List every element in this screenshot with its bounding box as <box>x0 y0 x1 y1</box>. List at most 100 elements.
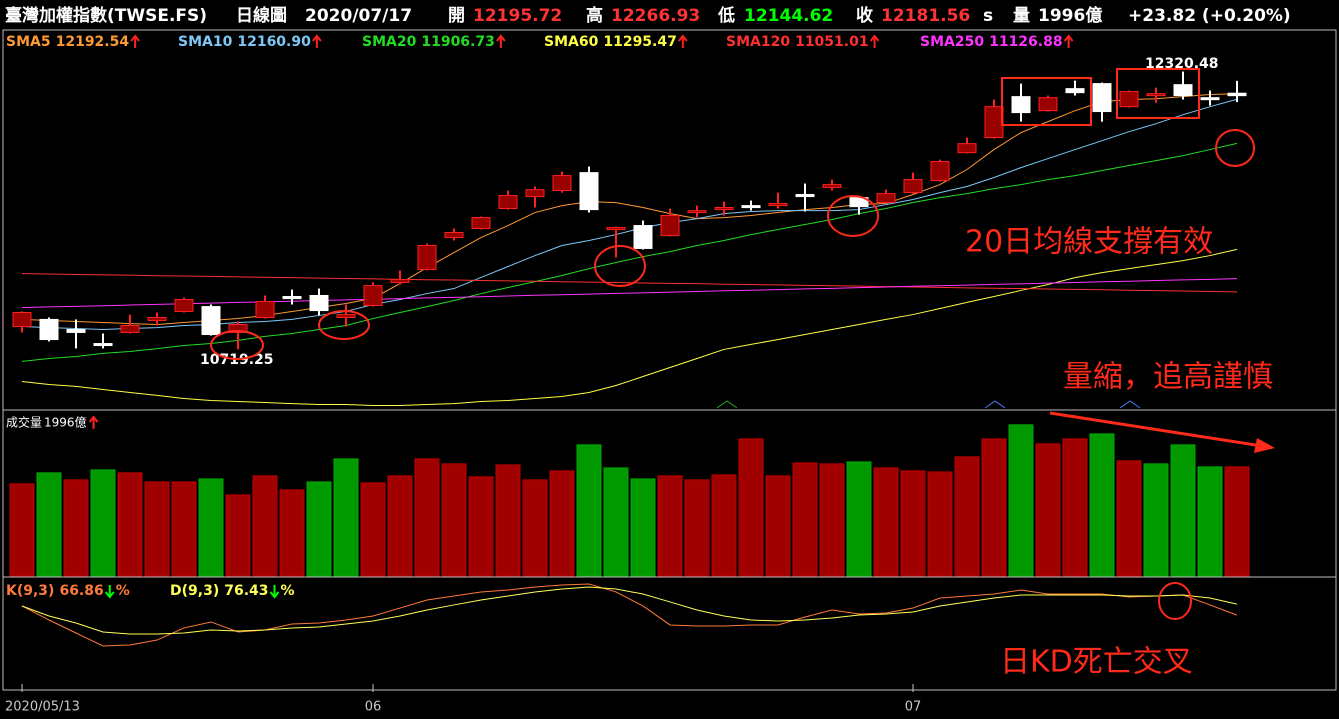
candle-body <box>174 298 194 312</box>
highlight-circle <box>827 195 879 237</box>
volume-bar <box>954 456 980 577</box>
candle-body <box>1173 84 1193 97</box>
candle-body <box>363 285 383 307</box>
trend-arrow <box>1049 411 1263 448</box>
candle-body <box>714 207 734 211</box>
up-arrow <box>496 34 506 48</box>
panel-value: 1996億 <box>44 416 87 430</box>
volume-bar <box>522 479 548 577</box>
up-arrow <box>88 415 99 429</box>
annotation: 量縮，追高謹慎 <box>1063 360 1273 395</box>
volume-bar <box>279 489 305 577</box>
candle-body <box>1227 92 1247 97</box>
up-arrow <box>1063 34 1074 48</box>
marker <box>984 400 1006 409</box>
volume-bar <box>873 467 899 577</box>
candle-body <box>1038 97 1058 112</box>
volume-bar <box>63 479 89 577</box>
candle-body <box>930 161 950 182</box>
legend-value: 11295.47 <box>603 34 677 50</box>
highlight-circle <box>1215 129 1255 167</box>
moving-average-line <box>21 248 1238 406</box>
volume-bar <box>549 470 575 577</box>
legend-name: SMA5 <box>6 34 51 50</box>
candle-body <box>660 214 680 237</box>
indicator-line <box>21 583 1238 647</box>
highlight-box <box>1116 68 1200 119</box>
moving-average-line <box>21 273 1238 293</box>
candle-body <box>1200 97 1220 101</box>
volume-bar <box>819 463 845 577</box>
volume-bar <box>981 438 1007 577</box>
volume-bar <box>1089 433 1115 577</box>
up-arrow <box>678 34 688 48</box>
volume-bar <box>657 475 683 577</box>
candle-body <box>957 143 977 154</box>
volume-bar <box>1008 424 1034 577</box>
candle-body <box>120 324 140 333</box>
moving-average-line <box>21 98 1238 330</box>
date: 2020/07/17 <box>305 6 412 26</box>
volume-bar <box>927 471 953 577</box>
candle-body <box>444 231 464 239</box>
candle-body <box>1119 91 1139 108</box>
volume-bar <box>576 444 602 577</box>
candle-body <box>849 197 869 208</box>
indicator-line <box>21 586 1238 635</box>
highlight-circle <box>210 330 264 360</box>
volume-bar <box>225 494 251 577</box>
volume-bar <box>414 458 440 577</box>
volume-bar <box>792 462 818 577</box>
volume-bar <box>333 458 359 577</box>
candle-body <box>309 294 329 312</box>
trend-arrow-head <box>1254 438 1275 453</box>
legend-value: 11051.01 <box>795 34 869 50</box>
volume-bar <box>117 472 143 577</box>
volume-bar <box>360 482 386 577</box>
candle-body <box>984 106 1004 139</box>
low-label: 低 <box>717 5 735 26</box>
candle-body <box>633 225 653 249</box>
volume-value: 1996億 <box>1038 5 1102 26</box>
header: 臺灣加權指數(TWSE.FS) 日線圖 2020/07/17 開 12195.7… <box>5 5 1291 26</box>
volume-bar <box>846 461 872 577</box>
close-label: 收 <box>856 5 873 26</box>
legend-name: D(9,3) <box>170 583 219 599</box>
candle-body <box>579 172 599 211</box>
candle-body <box>417 245 437 270</box>
volume-bar <box>198 478 224 577</box>
moving-average-line <box>21 93 1238 325</box>
up-arrow <box>869 34 880 48</box>
legend-name: K(9,3) <box>6 583 54 599</box>
candle-body <box>336 314 356 319</box>
volume-bar <box>90 469 116 577</box>
volume-bar <box>1035 443 1061 577</box>
moving-average-line <box>21 278 1238 309</box>
candle-body <box>606 226 626 231</box>
volume-bar <box>1116 460 1142 577</box>
volume-bar <box>495 464 521 577</box>
volume-bar <box>1170 444 1196 577</box>
legend-value: 66.86 <box>59 583 103 599</box>
volume-bar <box>36 472 62 577</box>
candle-body <box>741 205 761 209</box>
candle-body <box>93 343 113 347</box>
annotation: 20日均線支撐有效 <box>965 225 1213 260</box>
volume-bar <box>9 483 35 577</box>
down-arrow <box>269 585 280 599</box>
marker <box>1119 400 1141 409</box>
annotation: 日KD死亡交叉 <box>1000 645 1193 680</box>
highlight-circle <box>1158 582 1192 620</box>
legend-name: SMA120 <box>726 34 790 50</box>
volume-label: 量 <box>1013 5 1030 26</box>
candle-body <box>12 311 32 328</box>
x-tick-label: 07 <box>905 700 922 715</box>
annotations: 12320.48 10719.25 20日均線支撐有效 量縮，追高謹慎 日KD死… <box>200 56 1275 680</box>
volume-bar <box>900 470 926 577</box>
volume-bar <box>684 479 710 577</box>
legend-value: 12160.90 <box>237 34 311 50</box>
candle-body <box>228 323 248 333</box>
legend-name: SMA10 <box>178 34 233 50</box>
